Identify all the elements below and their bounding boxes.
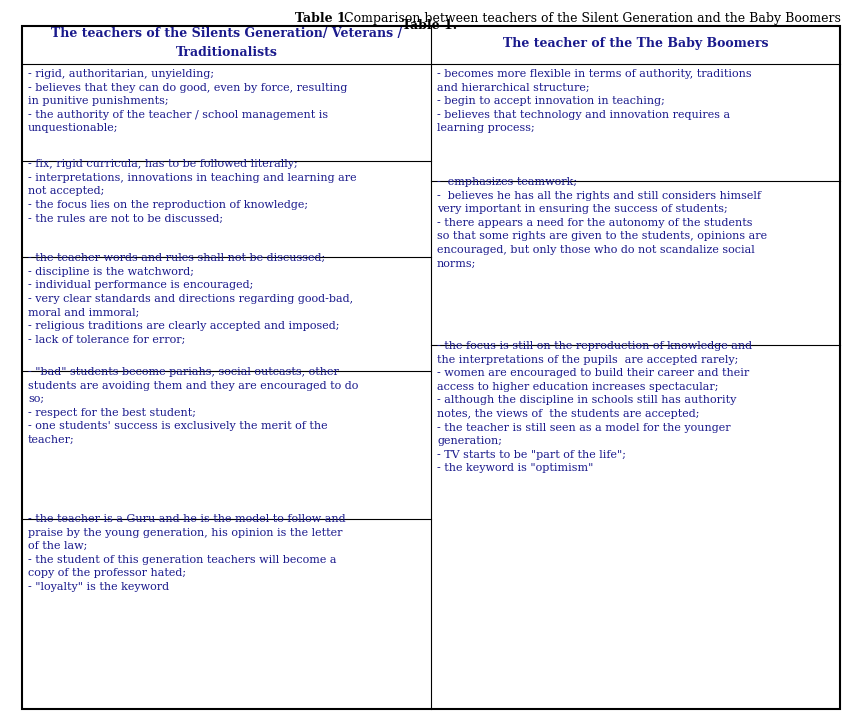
Text: Table 1.: Table 1.: [402, 19, 457, 32]
Text: Comparison between teachers of the Silent Generation and the Baby Boomers: Comparison between teachers of the Silen…: [340, 12, 841, 25]
Text: - the teacher is a Guru and he is the model to follow and
praise by the young ge: - the teacher is a Guru and he is the mo…: [28, 514, 345, 592]
Text: Table 1. Comparison between teachers of the Silent Generation and the Baby Boome: Table 1. Comparison between teachers of …: [154, 19, 705, 32]
Text: - the focus is still on the reproduction of knowledge and
the interpretations of: - the focus is still on the reproduction…: [437, 341, 752, 473]
Text: - the teacher words and rules shall not be discussed;
- discipline is the watchw: - the teacher words and rules shall not …: [28, 253, 353, 344]
Text: - fix, rigid curricula, has to be followed literally;
- interpretations, innovat: - fix, rigid curricula, has to be follow…: [28, 159, 356, 224]
Text: Table 1.: Table 1.: [295, 12, 350, 25]
Text: The teachers of the Silents Generation/ Veterans /
Traditionalists: The teachers of the Silents Generation/ …: [51, 27, 402, 58]
Text: The teacher of the The Baby Boomers: The teacher of the The Baby Boomers: [503, 37, 768, 50]
Text: -  emphasizes teamwork;
-  believes he has all the rights and still considers hi: - emphasizes teamwork; - believes he has…: [437, 177, 767, 269]
Text: - rigid, authoritarian, unyielding;
- believes that they can do good, even by fo: - rigid, authoritarian, unyielding; - be…: [28, 69, 347, 134]
Text: - "bad" students become pariahs, social outcasts, other
students are avoiding th: - "bad" students become pariahs, social …: [28, 367, 358, 445]
Text: - becomes more flexible in terms of authority, traditions
and hierarchical struc: - becomes more flexible in terms of auth…: [437, 69, 752, 134]
